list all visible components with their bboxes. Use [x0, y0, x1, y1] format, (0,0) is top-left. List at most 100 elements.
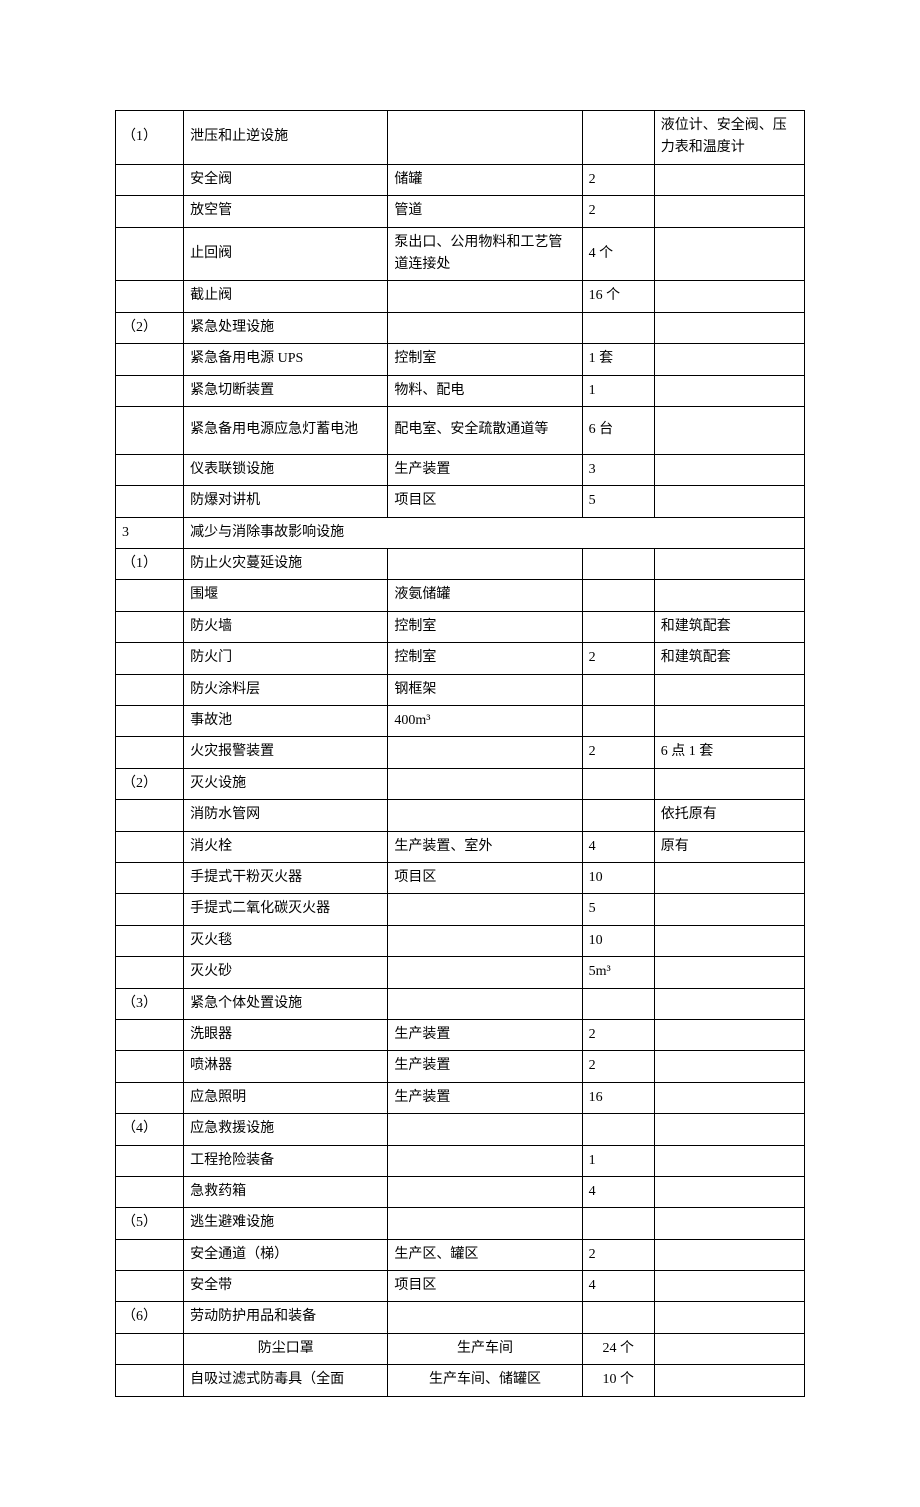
table-row: （1）防止火灾蔓延设施	[116, 549, 805, 580]
cell-quantity: 3	[582, 454, 654, 485]
cell-name: 灭火毯	[184, 925, 388, 956]
table-row: （1）泄压和止逆设施液位计、安全阀、压力表和温度计	[116, 111, 805, 165]
cell-index: （2）	[116, 312, 184, 343]
cell-remark	[654, 1051, 804, 1082]
cell-location: 管道	[388, 196, 582, 227]
cell-name: 紧急备用电源应急灯蓄电池	[184, 406, 388, 454]
cell-name: 自吸过滤式防毒具（全面	[184, 1365, 388, 1396]
cell-index: （4）	[116, 1114, 184, 1145]
cell-location	[388, 281, 582, 312]
cell-location: 钢框架	[388, 674, 582, 705]
cell-remark	[654, 1302, 804, 1333]
table-row: 围堰液氨储罐	[116, 580, 805, 611]
cell-index	[116, 486, 184, 517]
table-row: 急救药箱4	[116, 1176, 805, 1207]
cell-index	[116, 862, 184, 893]
table-row: 紧急备用电源 UPS控制室1 套	[116, 344, 805, 375]
cell-location	[388, 312, 582, 343]
cell-location: 物料、配电	[388, 375, 582, 406]
cell-name: 紧急个体处置设施	[184, 988, 388, 1019]
cell-quantity: 1 套	[582, 344, 654, 375]
cell-remark	[654, 957, 804, 988]
cell-quantity: 16	[582, 1082, 654, 1113]
cell-index	[116, 800, 184, 831]
cell-location: 生产装置	[388, 1051, 582, 1082]
cell-remark	[654, 1239, 804, 1270]
cell-quantity	[582, 580, 654, 611]
cell-quantity	[582, 111, 654, 165]
cell-location: 生产区、罐区	[388, 1239, 582, 1270]
cell-quantity	[582, 549, 654, 580]
table-row: 喷淋器生产装置2	[116, 1051, 805, 1082]
cell-index	[116, 1176, 184, 1207]
cell-name: 逃生避难设施	[184, 1208, 388, 1239]
cell-location: 项目区	[388, 486, 582, 517]
cell-location: 储罐	[388, 164, 582, 195]
cell-location: 项目区	[388, 862, 582, 893]
cell-quantity: 2	[582, 1051, 654, 1082]
cell-remark	[654, 1365, 804, 1396]
cell-remark	[654, 988, 804, 1019]
table-row: 洗眼器生产装置2	[116, 1019, 805, 1050]
cell-location	[388, 800, 582, 831]
cell-index	[116, 406, 184, 454]
table-row: 防爆对讲机项目区5	[116, 486, 805, 517]
table-row: （5）逃生避难设施	[116, 1208, 805, 1239]
table-row: 3减少与消除事故影响设施	[116, 517, 805, 548]
cell-index	[116, 925, 184, 956]
cell-name: 灭火设施	[184, 768, 388, 799]
cell-quantity	[582, 1114, 654, 1145]
table-row: 安全带项目区4	[116, 1271, 805, 1302]
cell-remark	[654, 486, 804, 517]
cell-remark	[654, 1333, 804, 1364]
cell-name: 防火涂料层	[184, 674, 388, 705]
cell-quantity: 4	[582, 831, 654, 862]
cell-name: 灭火砂	[184, 957, 388, 988]
cell-quantity: 2	[582, 643, 654, 674]
cell-quantity: 2	[582, 1019, 654, 1050]
cell-index	[116, 737, 184, 768]
cell-remark	[654, 549, 804, 580]
cell-index	[116, 1051, 184, 1082]
cell-index	[116, 344, 184, 375]
table-row: 紧急切断装置物料、配电1	[116, 375, 805, 406]
table-row: （6）劳动防护用品和装备	[116, 1302, 805, 1333]
cell-name: 应急照明	[184, 1082, 388, 1113]
cell-remark	[654, 344, 804, 375]
cell-index	[116, 164, 184, 195]
cell-remark	[654, 1208, 804, 1239]
cell-name: 围堰	[184, 580, 388, 611]
cell-name: 紧急备用电源 UPS	[184, 344, 388, 375]
cell-quantity	[582, 674, 654, 705]
cell-quantity: 5	[582, 486, 654, 517]
cell-location: 生产车间、储罐区	[388, 1365, 582, 1396]
cell-remark	[654, 1176, 804, 1207]
cell-remark: 液位计、安全阀、压力表和温度计	[654, 111, 804, 165]
cell-remark	[654, 706, 804, 737]
cell-index: （3）	[116, 988, 184, 1019]
cell-quantity	[582, 312, 654, 343]
cell-name: 泄压和止逆设施	[184, 111, 388, 165]
cell-location	[388, 925, 582, 956]
table-row: （2）紧急处理设施	[116, 312, 805, 343]
table-row: 事故池400m³	[116, 706, 805, 737]
cell-name: 放空管	[184, 196, 388, 227]
cell-name: 减少与消除事故影响设施	[184, 517, 805, 548]
cell-quantity: 4	[582, 1271, 654, 1302]
cell-index	[116, 957, 184, 988]
cell-name: 消火栓	[184, 831, 388, 862]
cell-location: 400m³	[388, 706, 582, 737]
table-row: （3）紧急个体处置设施	[116, 988, 805, 1019]
cell-name: 防止火灾蔓延设施	[184, 549, 388, 580]
cell-index: （1）	[116, 549, 184, 580]
cell-remark: 原有	[654, 831, 804, 862]
table-row: 自吸过滤式防毒具（全面生产车间、储罐区10 个	[116, 1365, 805, 1396]
cell-name: 截止阀	[184, 281, 388, 312]
cell-location	[388, 1145, 582, 1176]
table-row: 工程抢险装备1	[116, 1145, 805, 1176]
cell-index	[116, 1019, 184, 1050]
cell-name: 洗眼器	[184, 1019, 388, 1050]
cell-remark	[654, 281, 804, 312]
cell-quantity: 1	[582, 375, 654, 406]
table-row: 灭火砂5m³	[116, 957, 805, 988]
